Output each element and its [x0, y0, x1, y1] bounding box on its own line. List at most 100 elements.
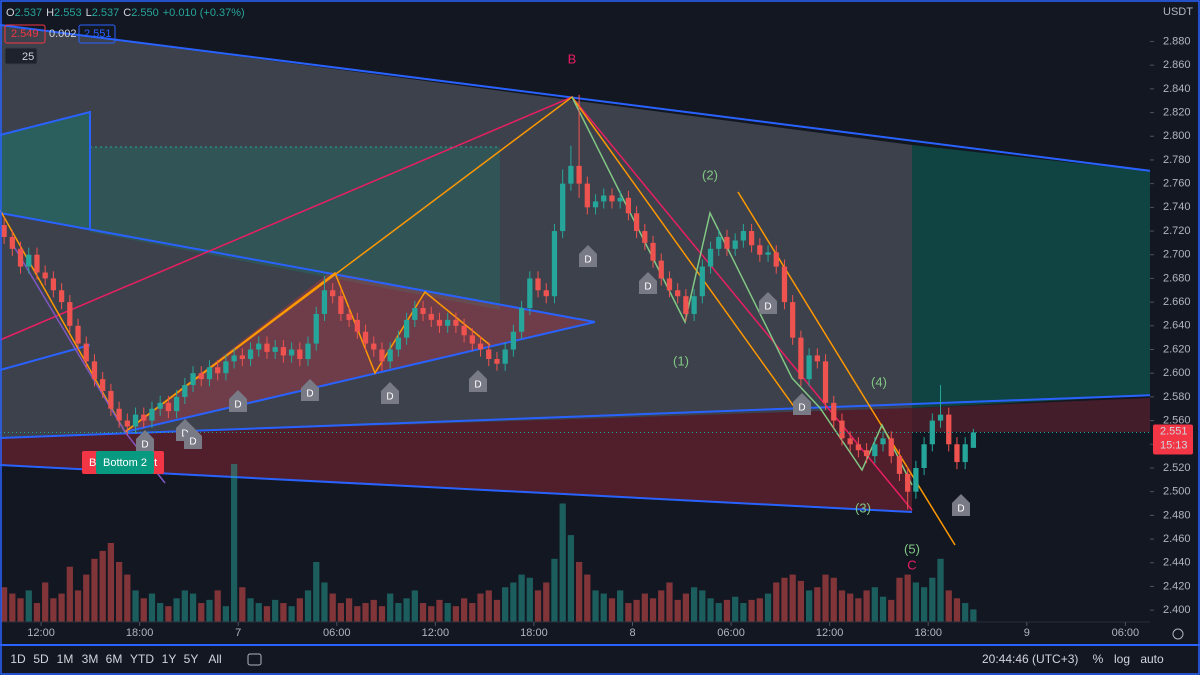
last-price: 2.551 — [1160, 425, 1188, 437]
candle-body — [371, 343, 377, 350]
y-tick-label: 2.580 — [1163, 391, 1191, 403]
y-tick-label: 2.600 — [1163, 367, 1191, 379]
candle-body — [691, 296, 697, 314]
candle-body — [716, 236, 722, 249]
marker-badge — [952, 494, 970, 516]
candle-body — [765, 252, 771, 255]
volume-bar — [674, 599, 681, 622]
volume-bar — [625, 603, 632, 622]
volume-bar — [452, 606, 460, 622]
volume-bar — [608, 598, 616, 622]
volume-bar — [272, 599, 279, 622]
marker-badge — [301, 379, 319, 401]
scale-button[interactable]: % — [1093, 652, 1104, 666]
volume-bar — [477, 593, 484, 622]
scale-button[interactable]: log — [1114, 652, 1130, 666]
marker-badge — [469, 370, 487, 392]
indicator-box[interactable] — [4, 47, 38, 65]
scale-button[interactable]: auto — [1140, 652, 1164, 666]
candle-body — [215, 367, 221, 374]
range-button[interactable]: 5Y — [184, 652, 199, 666]
spread: 0.002 — [49, 28, 77, 40]
volume-bar — [847, 593, 854, 622]
volume-bar — [682, 593, 690, 622]
candle-body — [494, 358, 500, 364]
y-tick-label: 2.700 — [1163, 249, 1191, 261]
candle-body — [9, 236, 15, 249]
volume-bar — [337, 603, 345, 622]
range-button[interactable]: 1Y — [162, 652, 177, 666]
candle-body — [239, 355, 245, 359]
candle-body — [872, 444, 878, 457]
range-button[interactable]: 5D — [33, 652, 49, 666]
volume-bar — [370, 599, 377, 622]
ask-box[interactable] — [78, 24, 116, 44]
volume-bar — [502, 587, 509, 622]
candle-body — [855, 444, 862, 451]
range-button[interactable]: 1M — [57, 652, 74, 666]
candle-body — [428, 313, 434, 320]
volume-bar — [822, 574, 829, 622]
range-button[interactable]: 6M — [106, 652, 123, 666]
countdown: 15:13 — [1160, 439, 1188, 451]
legend-value: 2.537 — [15, 7, 43, 19]
volume-bar — [99, 550, 106, 622]
candle-body — [198, 373, 204, 380]
volume-bar — [666, 582, 673, 622]
volume-bar — [280, 603, 287, 622]
range-button[interactable]: 1D — [10, 652, 26, 666]
wave-label: (3) — [855, 500, 871, 515]
volume-bar — [304, 590, 312, 622]
candle-body — [913, 467, 919, 492]
candle-body — [625, 197, 632, 214]
volume-bar — [460, 598, 468, 622]
volume-bar — [838, 590, 846, 622]
volume-bar — [444, 603, 451, 622]
candle-body — [781, 266, 788, 303]
y-tick-label: 2.860 — [1163, 59, 1191, 71]
y-tick-label: 2.640 — [1163, 320, 1191, 332]
marker-label: D — [798, 403, 805, 414]
volume-bar — [756, 598, 763, 622]
volume-bar — [83, 574, 90, 622]
bid-box[interactable] — [4, 24, 46, 44]
pattern-label: Bottom 2 — [103, 457, 147, 469]
settings-icon[interactable] — [1172, 628, 1184, 640]
candle-body — [256, 343, 262, 350]
volume-bar — [74, 590, 82, 622]
volume-bar — [214, 590, 221, 622]
marker-label: D — [474, 380, 481, 391]
legend-change: +0.010 (+0.37%) — [163, 7, 245, 19]
candle-body — [617, 197, 623, 202]
trendline — [0, 24, 1184, 176]
range-button[interactable]: All — [208, 652, 221, 666]
volume-bar — [132, 590, 139, 622]
y-tick-label: 2.420 — [1163, 580, 1191, 592]
volume-bar — [403, 598, 410, 622]
currency: USDT — [1163, 6, 1193, 18]
marker-label: D — [234, 400, 241, 411]
range-button[interactable]: YTD — [130, 652, 154, 666]
marker-label: D — [764, 302, 771, 313]
volume-bar — [764, 593, 772, 622]
candle-body — [469, 335, 475, 344]
volume-bar — [173, 598, 180, 622]
candle-body — [584, 183, 590, 208]
y-tick-label: 2.760 — [1163, 178, 1191, 190]
volume-bar — [493, 599, 501, 622]
volume-bar — [814, 587, 821, 622]
volume-bar — [641, 593, 648, 622]
candle-body — [642, 231, 648, 243]
date-range-icon[interactable] — [247, 653, 262, 666]
candle-body — [724, 236, 730, 249]
volume-bar — [518, 574, 525, 622]
marker-badge — [136, 430, 154, 452]
range-button[interactable]: 3M — [82, 652, 99, 666]
volume-bar — [526, 577, 533, 622]
candle-body — [313, 313, 319, 344]
candle-body — [165, 402, 172, 412]
volume-bar — [395, 603, 402, 622]
volume-bar — [715, 603, 722, 622]
legend-value: 2.550 — [131, 7, 159, 19]
